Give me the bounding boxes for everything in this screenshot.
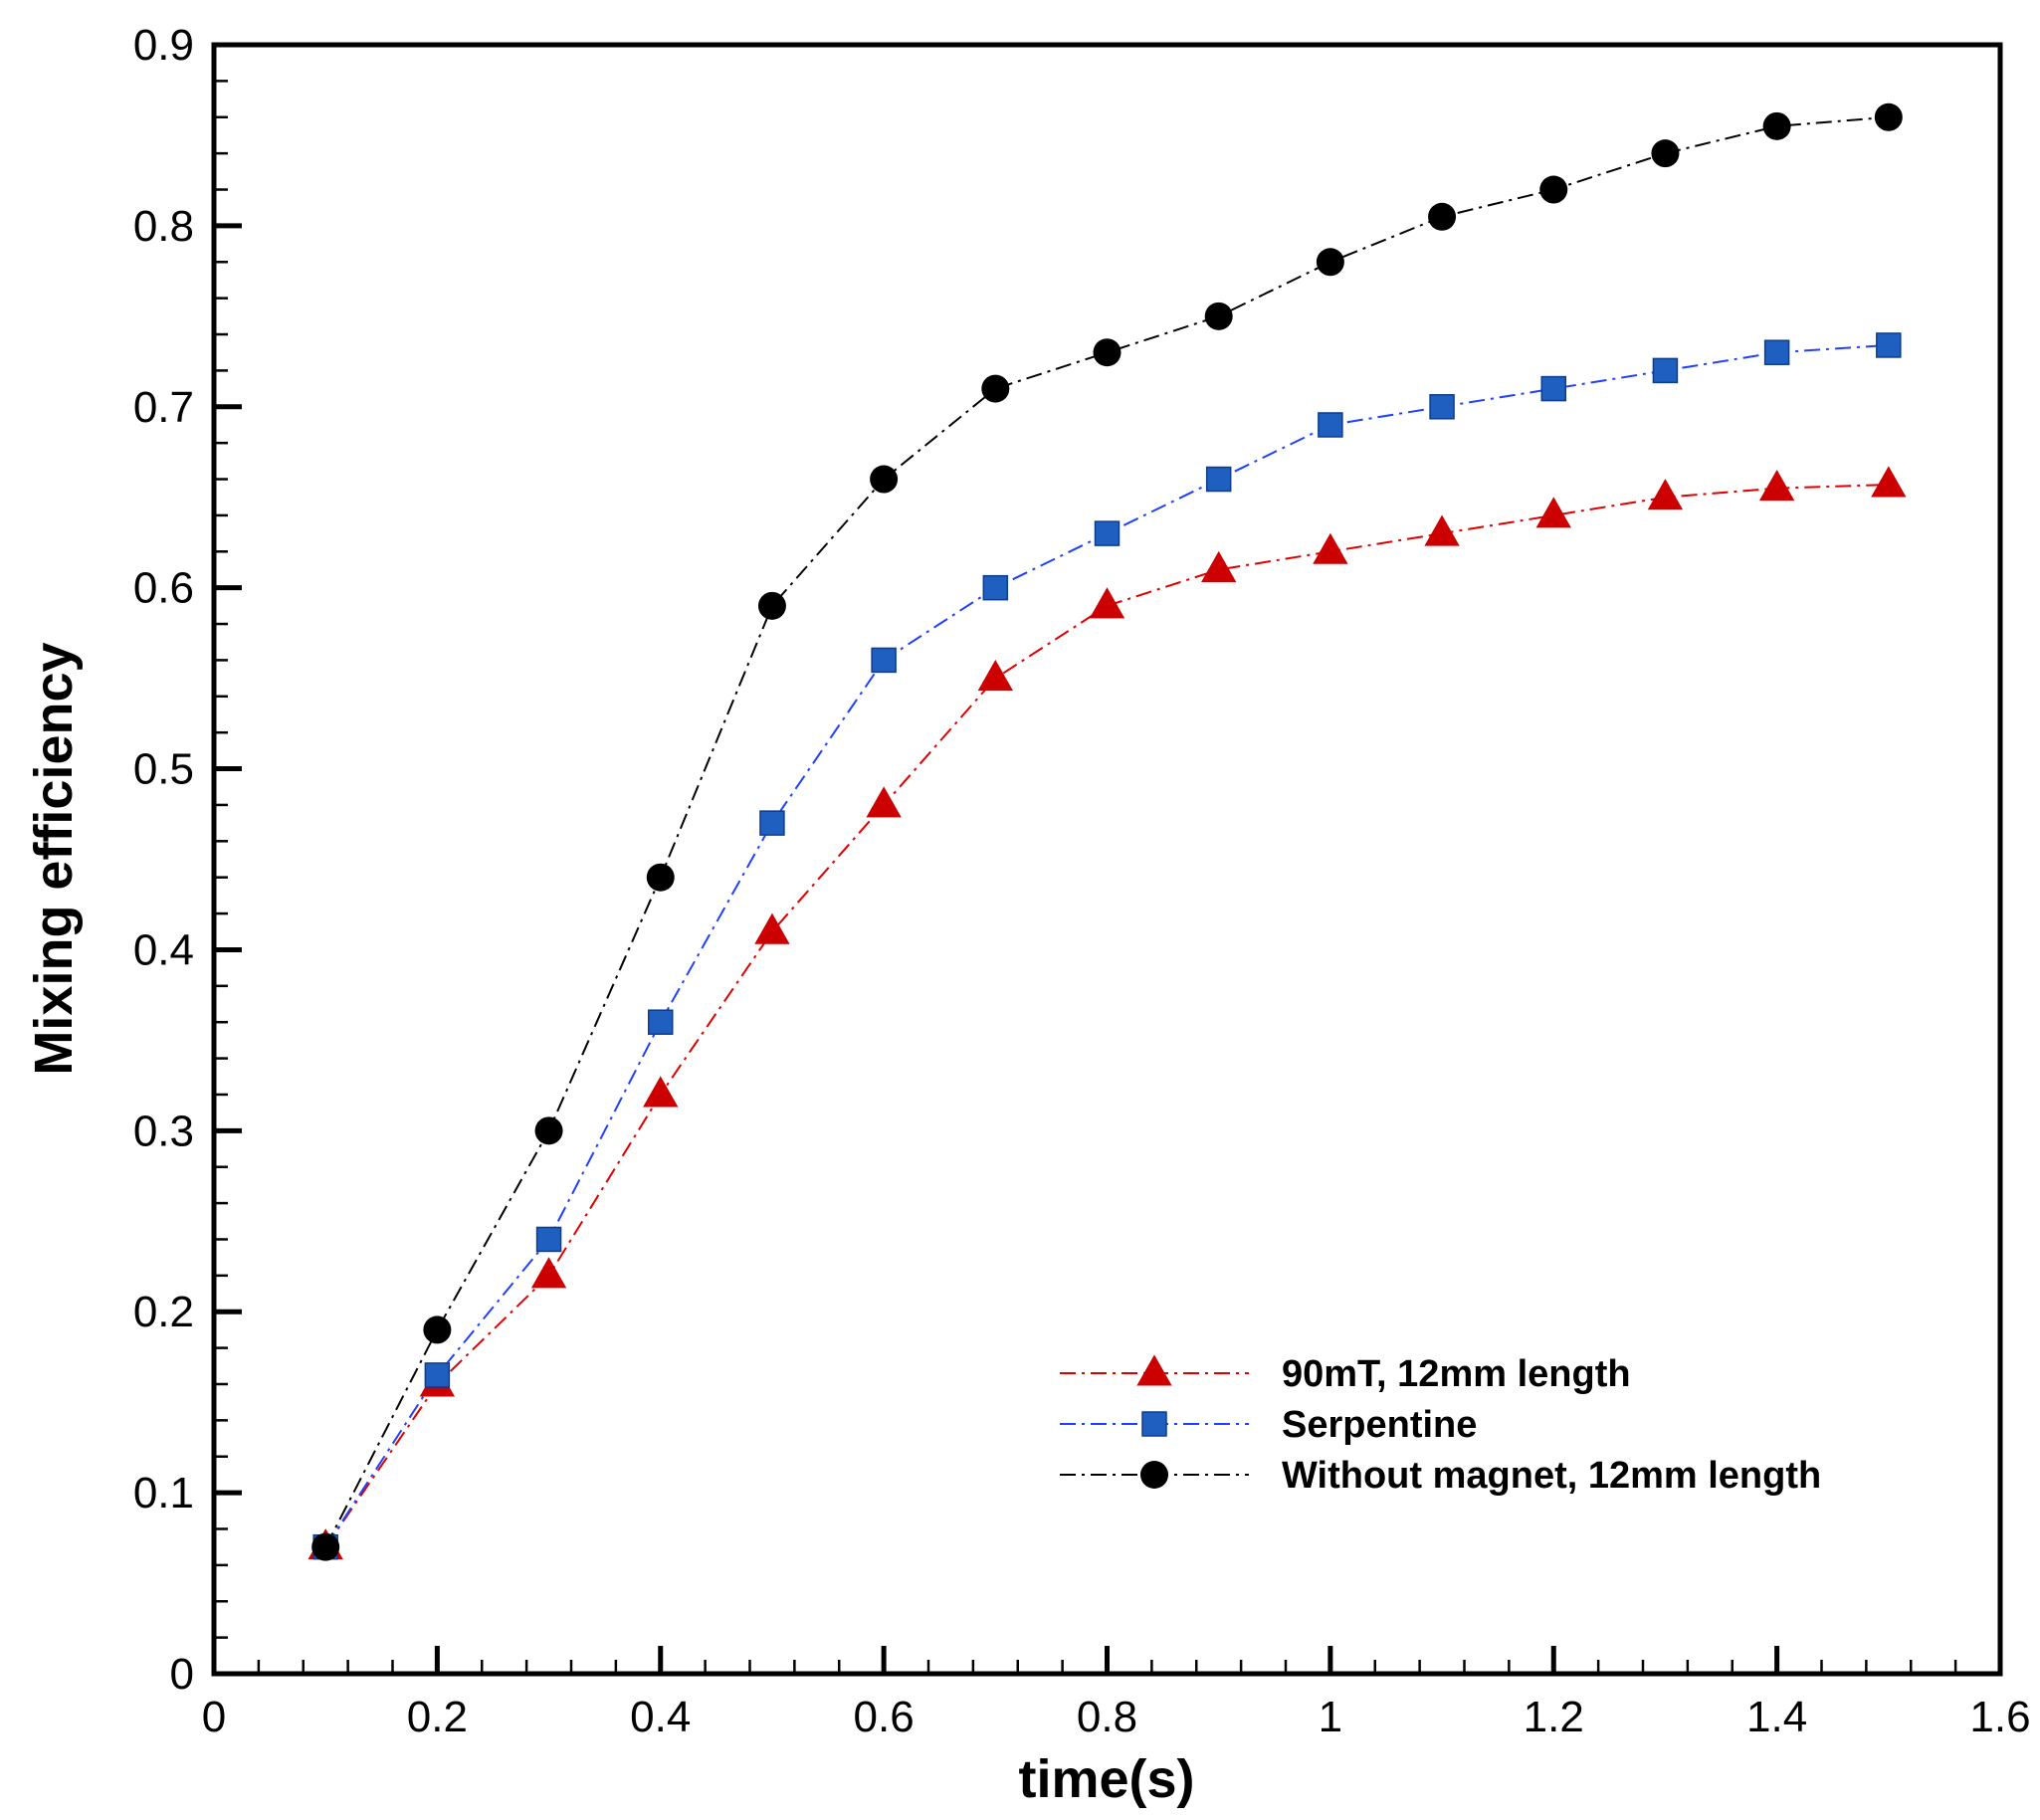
series-points-90mt-12mm-length <box>307 466 1907 1560</box>
legend-label: Without magnet, 12mm length <box>1282 1455 1821 1497</box>
plot-frame <box>211 42 2003 1677</box>
data-point <box>1204 302 1233 330</box>
data-point <box>424 1362 451 1388</box>
data-point <box>648 1009 674 1035</box>
data-point <box>1089 587 1125 619</box>
x-tick-labels: 0 0.2 0.4 0.6 0.8 1 1.2 1.4 1.6 <box>202 1693 2031 1741</box>
data-point <box>1535 497 1571 528</box>
series-line-90mt-12mm-length <box>324 483 1889 1548</box>
data-point <box>866 786 902 818</box>
data-point <box>1651 139 1680 168</box>
data-point <box>759 810 785 836</box>
y-tick-label: 0.7 <box>133 383 194 432</box>
data-point <box>871 647 897 674</box>
data-point <box>1647 479 1684 510</box>
y-tick-label: 0.6 <box>133 564 194 613</box>
x-tick-label: 0 <box>202 1693 226 1741</box>
x-tick-label: 0.4 <box>630 1693 691 1741</box>
y-tick-label: 0.5 <box>133 745 194 794</box>
data-point <box>1871 466 1907 498</box>
y-axis-title: Mixing efficiency <box>24 642 84 1075</box>
data-point <box>423 1315 452 1344</box>
data-point <box>1318 412 1343 438</box>
data-point <box>981 374 1010 403</box>
y-tick-label: 0.1 <box>133 1469 194 1517</box>
data-point <box>1758 470 1795 502</box>
data-point <box>1428 202 1457 231</box>
data-point <box>646 863 675 892</box>
y-tick-label: 0.3 <box>133 1107 194 1155</box>
y-tick-label: 0.9 <box>133 21 194 70</box>
data-point <box>534 1116 563 1145</box>
series-layer <box>307 102 1907 1561</box>
x-tick-label: 0.6 <box>854 1693 915 1741</box>
data-point <box>311 1532 340 1561</box>
x-tick-label: 1.4 <box>1746 1693 1807 1741</box>
x-axis-title: time(s) <box>1018 1749 1194 1809</box>
data-point <box>1093 338 1122 367</box>
data-point <box>1540 375 1566 402</box>
legend-marker-square <box>1141 1411 1167 1437</box>
data-point <box>1316 248 1344 277</box>
legend-marker-circle <box>1140 1461 1168 1489</box>
data-point <box>1424 514 1460 546</box>
x-tick-label: 0.8 <box>1077 1693 1137 1741</box>
data-point <box>754 912 790 944</box>
data-point <box>1763 339 1790 365</box>
data-point <box>1094 520 1121 546</box>
y-tick-label: 0.4 <box>133 925 194 974</box>
data-point <box>977 659 1013 692</box>
legend: 90mT, 12mm length Serpentine Without magne… <box>1060 1353 1821 1497</box>
data-point <box>1205 466 1232 493</box>
y-tick-labels: 0 0.1 0.2 0.3 0.4 0.5 0.6 0.7 0.8 0.9 <box>133 21 194 1699</box>
data-point <box>1313 532 1348 564</box>
x-tick-label: 1 <box>1319 1693 1342 1741</box>
legend-marker-triangle <box>1136 1354 1172 1386</box>
series-points-serpentine <box>312 332 1902 1560</box>
series-line-without-magnet-12mm-length <box>324 115 1889 1548</box>
data-point <box>1539 175 1568 204</box>
data-point <box>870 465 899 494</box>
legend-label: Serpentine <box>1282 1404 1477 1446</box>
data-point <box>1429 394 1455 420</box>
axis-ticks <box>211 42 2003 1677</box>
data-point <box>757 591 786 620</box>
data-point <box>1876 332 1902 358</box>
data-point <box>1652 357 1679 384</box>
data-point <box>643 1076 679 1108</box>
y-tick-label: 0.8 <box>133 202 194 251</box>
x-tick-label: 0.2 <box>407 1693 468 1741</box>
x-tick-label: 1.6 <box>1969 1693 2030 1741</box>
data-point <box>1762 111 1791 140</box>
y-tick-label: 0.2 <box>133 1288 194 1336</box>
data-point <box>1874 102 1903 131</box>
data-point <box>530 1257 567 1289</box>
x-tick-label: 1.2 <box>1524 1693 1584 1741</box>
legend-label: 90mT, 12mm length <box>1282 1353 1631 1395</box>
data-point <box>982 574 1009 601</box>
y-tick-label: 0 <box>170 1650 194 1699</box>
series-points-without-magnet-12mm-length <box>311 102 1903 1561</box>
data-point <box>535 1226 562 1253</box>
data-point <box>1201 550 1237 582</box>
